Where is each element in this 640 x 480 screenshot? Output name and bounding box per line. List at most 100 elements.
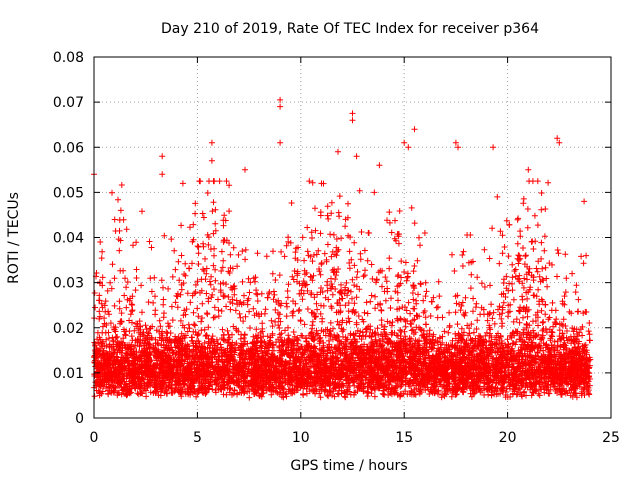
data-point (308, 229, 315, 236)
data-point (499, 232, 506, 239)
data-point (218, 268, 225, 274)
data-point (268, 317, 275, 324)
data-point (111, 275, 118, 282)
data-point (369, 275, 376, 282)
data-point (332, 276, 339, 283)
data-point (555, 250, 562, 257)
data-point (122, 332, 129, 339)
data-point (209, 208, 216, 215)
data-point (516, 319, 523, 326)
data-point (101, 315, 108, 322)
data-point (276, 325, 283, 331)
data-point (239, 248, 246, 255)
data-point (272, 306, 279, 313)
data-point (171, 247, 178, 254)
data-point (351, 300, 358, 307)
data-point (192, 210, 199, 217)
data-point (353, 294, 360, 301)
data-point (169, 317, 176, 324)
data-point (375, 269, 382, 276)
data-point (544, 283, 551, 290)
data-point (133, 239, 140, 246)
data-point (327, 231, 334, 238)
data-point (192, 200, 199, 207)
data-point (296, 306, 303, 313)
data-point (139, 208, 145, 215)
data-point (556, 327, 563, 334)
data-point (441, 328, 448, 335)
data-point (306, 178, 313, 185)
data-point (122, 275, 128, 282)
data-point (562, 289, 569, 296)
data-point (524, 276, 530, 283)
data-point (129, 302, 136, 308)
data-point (109, 189, 115, 196)
data-point (473, 300, 480, 307)
data-point (185, 321, 192, 328)
data-point (92, 304, 99, 311)
data-point (507, 393, 514, 400)
data-point (361, 309, 368, 316)
data-point (282, 327, 288, 334)
data-point (427, 313, 434, 319)
data-point (356, 187, 363, 194)
data-point (513, 338, 520, 345)
data-point (227, 251, 234, 258)
data-point (130, 242, 136, 249)
data-point (507, 301, 514, 308)
data-point (339, 328, 346, 335)
data-point (436, 293, 443, 300)
data-point (522, 252, 529, 259)
data-point (146, 238, 153, 245)
data-point (240, 335, 247, 341)
data-point (128, 333, 135, 340)
data-point (98, 300, 105, 307)
data-point (512, 266, 519, 273)
data-point (111, 302, 118, 309)
data-point (433, 304, 440, 311)
data-point (468, 393, 475, 400)
data-point (145, 299, 152, 306)
data-point (223, 178, 230, 185)
data-point (524, 224, 531, 231)
data-point (102, 298, 109, 305)
data-point (328, 199, 335, 206)
data-point (118, 310, 125, 317)
data-point (546, 326, 553, 333)
data-point (104, 287, 111, 294)
data-point (227, 306, 234, 313)
data-point (317, 394, 324, 401)
data-point (386, 265, 393, 272)
data-point (515, 260, 522, 267)
data-point (220, 279, 227, 286)
data-point (298, 287, 305, 294)
data-point (395, 297, 401, 304)
data-point (215, 296, 221, 303)
data-point (133, 275, 140, 281)
data-point (517, 233, 524, 240)
data-point (123, 284, 130, 291)
data-point (303, 334, 309, 341)
data-point (168, 236, 175, 243)
data-point (575, 296, 582, 303)
data-point (554, 247, 561, 253)
data-point (404, 273, 411, 280)
data-point (118, 182, 125, 188)
data-point (533, 265, 540, 272)
data-point (454, 321, 461, 328)
data-point (524, 313, 531, 320)
data-point (178, 252, 185, 259)
data-point (457, 307, 464, 314)
data-point (357, 256, 364, 263)
data-point (541, 247, 548, 254)
data-point (386, 255, 393, 262)
data-point (211, 304, 218, 311)
data-point (327, 319, 334, 326)
data-point (284, 294, 291, 301)
data-point (204, 190, 211, 196)
data-point (361, 247, 368, 254)
data-point (394, 283, 401, 290)
data-point (355, 313, 362, 319)
data-point (148, 288, 155, 295)
data-point (105, 308, 112, 315)
